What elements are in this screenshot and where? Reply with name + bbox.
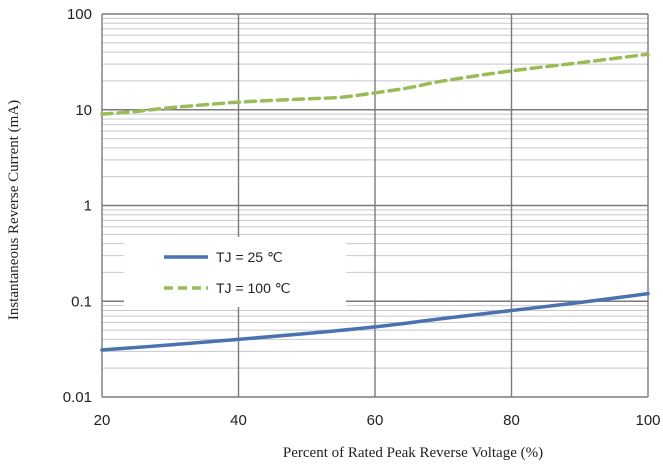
- legend: TJ = 25 ℃ TJ = 100 ℃: [124, 237, 346, 307]
- x-tick-label: 100: [635, 412, 660, 429]
- y-tick-label: 1: [84, 198, 92, 215]
- series-line: [100, 52, 650, 116]
- x-tick-label: 80: [503, 412, 520, 429]
- series-line: [100, 291, 650, 352]
- x-tick-label: 60: [367, 412, 384, 429]
- y-tick-label: 100: [67, 6, 92, 23]
- series-layer: [100, 52, 650, 352]
- legend-entry-label: TJ = 25 ℃: [216, 249, 283, 265]
- legend-entry-label: TJ = 100 ℃: [216, 280, 290, 296]
- y-tick-label: 10: [75, 102, 92, 119]
- legend-background: [124, 237, 346, 307]
- x-axis-title: Percent of Rated Peak Reverse Voltage (%…: [283, 445, 543, 461]
- y-axis-title: Instantaneous Reverse Current (mA): [6, 100, 22, 320]
- y-tick-label: 0.01: [63, 389, 92, 406]
- x-tick-label: 40: [230, 412, 247, 429]
- axis-labels: 20 40 60 80 100 0.01 0.1 1 10 100: [63, 6, 661, 429]
- y-tick-label: 0.1: [71, 293, 92, 310]
- x-tick-label: 20: [94, 412, 111, 429]
